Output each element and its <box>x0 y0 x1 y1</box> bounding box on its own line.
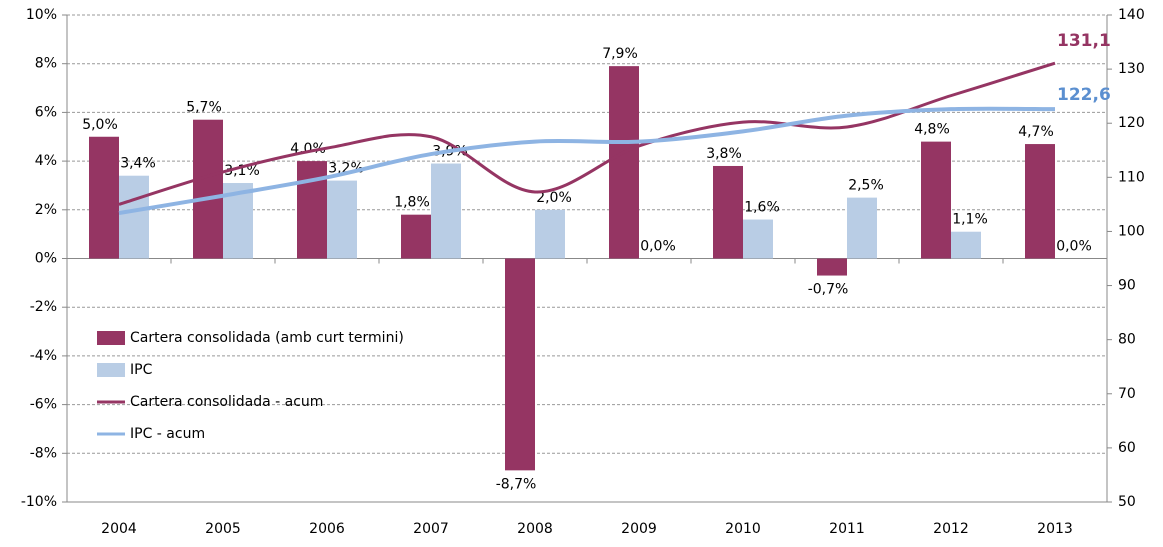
legend-label: IPC - acum <box>130 426 205 442</box>
bar <box>921 141 951 259</box>
bar <box>1025 144 1055 259</box>
bar <box>535 209 565 259</box>
value-label: 1,1% <box>952 212 988 228</box>
x-tick-label: 2010 <box>725 521 761 537</box>
value-label: 3,8% <box>706 146 742 162</box>
value-label: 1,6% <box>744 200 780 216</box>
y2-tick-label: 70 <box>1118 386 1136 402</box>
bar <box>297 161 327 259</box>
value-label: -8,7% <box>496 476 537 492</box>
value-label: 3,1% <box>224 163 260 179</box>
y-tick-label: -4% <box>30 348 57 364</box>
legend-label: IPC <box>130 362 153 378</box>
bar <box>193 119 223 259</box>
value-label: 1,8% <box>394 195 430 211</box>
y-tick-label: -8% <box>30 445 57 461</box>
value-label: 4,7% <box>1018 124 1054 140</box>
bar <box>327 180 357 259</box>
value-label: 5,7% <box>186 100 222 116</box>
value-label: 4,8% <box>914 122 950 138</box>
y2-tick-label: 110 <box>1118 169 1145 185</box>
y2-tick-label: 140 <box>1118 7 1145 23</box>
bar <box>609 66 639 259</box>
line <box>118 106 1056 216</box>
y2-tick-label: 100 <box>1118 223 1145 239</box>
x-tick-label: 2004 <box>101 521 137 537</box>
value-label: 7,9% <box>602 46 638 62</box>
y-tick-label: 10% <box>26 7 57 23</box>
y-tick-label: 2% <box>35 202 57 218</box>
x-tick-label: 2008 <box>517 521 553 537</box>
y2-tick-label: 130 <box>1118 61 1145 77</box>
value-label: -0,7% <box>808 282 849 298</box>
bar <box>817 258 847 276</box>
x-tick-label: 2011 <box>829 521 865 537</box>
y-tick-label: -2% <box>30 299 57 315</box>
x-tick-label: 2005 <box>205 521 241 537</box>
value-label: 0,0% <box>640 239 676 255</box>
bar <box>847 197 877 259</box>
value-label: 2,0% <box>536 190 572 206</box>
x-tick-label: 2013 <box>1037 521 1073 537</box>
line <box>118 61 1056 206</box>
y-tick-label: -6% <box>30 397 57 413</box>
bar <box>401 214 431 259</box>
bar <box>119 175 149 259</box>
value-label: 5,0% <box>82 117 118 133</box>
value-label: 3,4% <box>120 156 156 172</box>
y-tick-label: 4% <box>35 153 57 169</box>
legend-label: Cartera consolidada - acum <box>130 394 323 410</box>
bar <box>505 258 535 471</box>
y-tick-label: -10% <box>21 494 57 510</box>
y2-tick-label: 90 <box>1118 278 1136 294</box>
y-tick-label: 8% <box>35 56 57 72</box>
value-label: 0,0% <box>1056 239 1092 255</box>
bar <box>431 163 461 259</box>
end-label: 122,6 <box>1057 85 1111 105</box>
x-tick-label: 2007 <box>413 521 449 537</box>
y2-tick-label: 80 <box>1118 332 1136 348</box>
y2-tick-label: 60 <box>1118 440 1136 456</box>
x-tick-label: 2012 <box>933 521 969 537</box>
legend-label: Cartera consolidada (amb curt termini) <box>130 330 404 346</box>
end-label: 131,1 <box>1057 31 1111 51</box>
x-tick-label: 2006 <box>309 521 345 537</box>
y2-tick-label: 50 <box>1118 494 1136 510</box>
value-label: 2,5% <box>848 178 884 194</box>
x-tick-label: 2009 <box>621 521 657 537</box>
y-tick-label: 0% <box>35 251 57 267</box>
bar <box>713 165 743 259</box>
bar <box>89 136 119 259</box>
y-tick-label: 6% <box>35 104 57 120</box>
bar <box>743 219 773 259</box>
bar <box>951 231 981 259</box>
legend-swatch <box>97 363 125 377</box>
legend-swatch <box>97 331 125 345</box>
y2-tick-label: 120 <box>1118 115 1145 131</box>
